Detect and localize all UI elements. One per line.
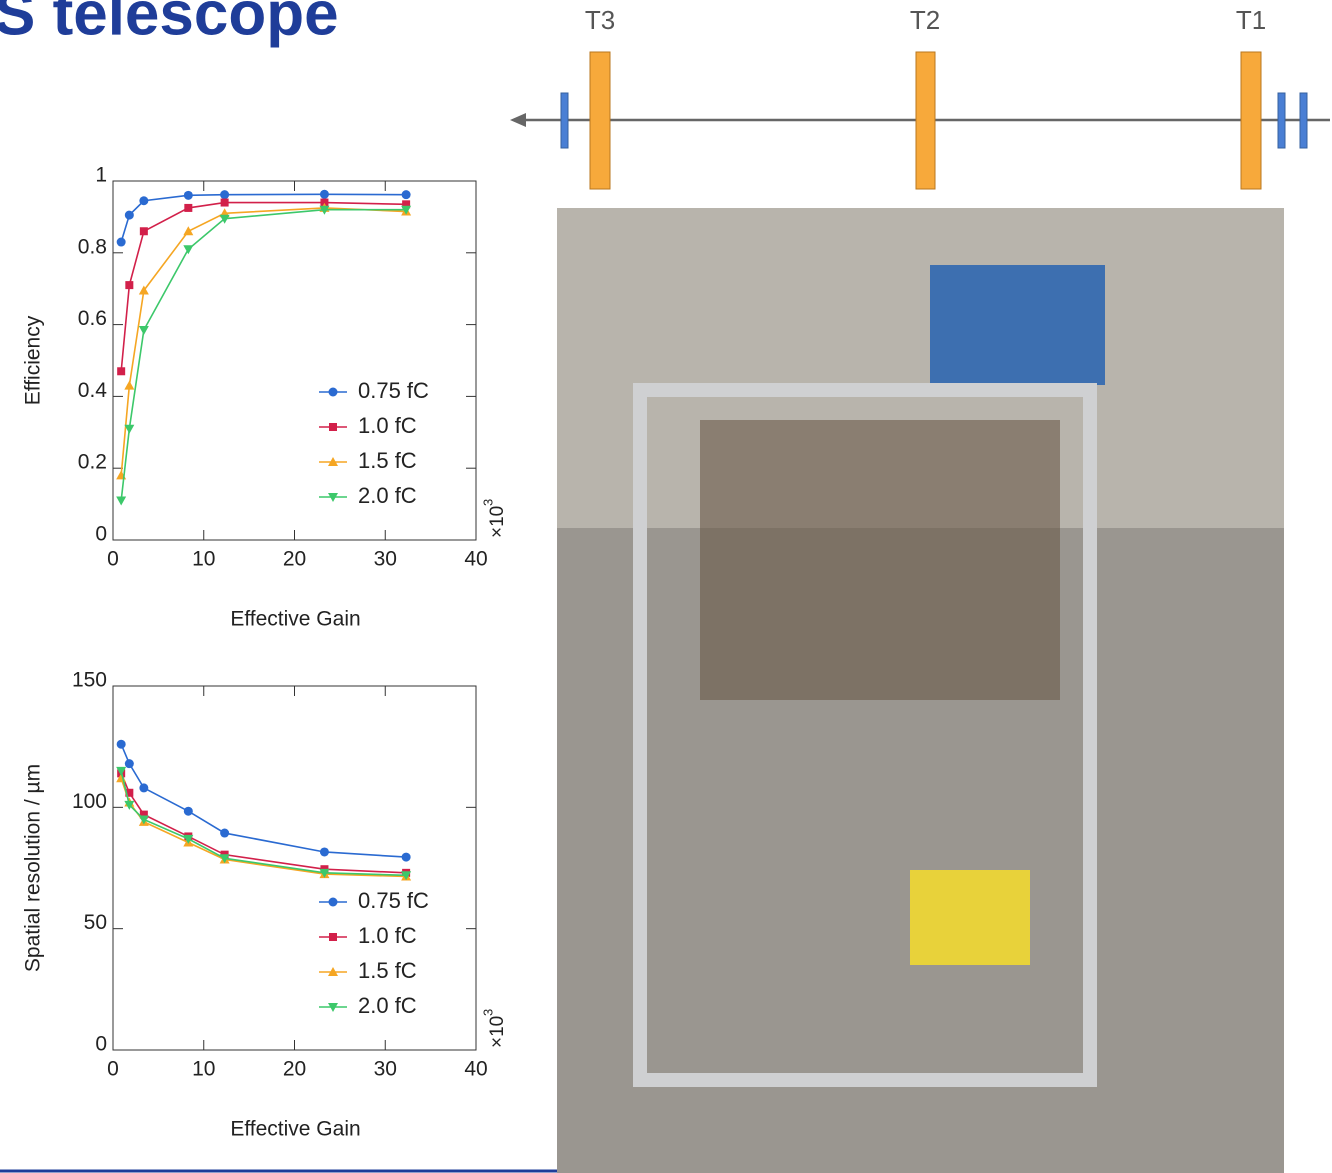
tracker-plane (916, 52, 935, 189)
tracker-plane (590, 52, 610, 189)
x-tick-label: 30 (374, 548, 397, 571)
x-scale-exponent: 3 (480, 499, 495, 506)
reference-plane (561, 93, 568, 148)
point (220, 190, 229, 199)
point (124, 381, 134, 390)
legend-label: 1.0 fC (358, 413, 417, 438)
point (125, 211, 134, 220)
x-axis-label: Effective Gain (230, 1118, 360, 1141)
point (125, 759, 134, 768)
point (116, 497, 126, 506)
legend-label: 1.5 fC (358, 958, 417, 983)
y-tick-label: 150 (72, 669, 107, 692)
point (402, 853, 411, 862)
y-axis-label: Spatial resolution / µm (22, 764, 45, 972)
x-tick-label: 40 (464, 1058, 487, 1081)
x-tick-label: 20 (283, 1058, 306, 1081)
point (139, 326, 149, 335)
x-tick-label: 0 (107, 548, 119, 571)
x-tick-label: 10 (192, 548, 215, 571)
point (184, 807, 193, 816)
point (184, 204, 192, 212)
plane-label: T1 (1236, 5, 1266, 35)
chart: 0 10 20 30 40 0 0.2 0.4 0.6 0.8 1 Effective Gain Eff… (22, 164, 508, 631)
legend-marker (329, 423, 337, 431)
point (320, 190, 329, 199)
x-tick-label: 40 (464, 548, 487, 571)
slide-title: S telescope (0, 0, 339, 48)
point (117, 367, 125, 375)
x-scale-label: ×10 (487, 506, 508, 538)
point (221, 199, 229, 207)
point (183, 226, 193, 235)
page: {"title": "S telescope", "diagram": {"la… (0, 0, 1332, 1173)
photo-yellow (910, 870, 1030, 965)
y-tick-label: 1 (95, 164, 107, 187)
x-scale-exponent: 3 (480, 1009, 495, 1016)
point (402, 190, 411, 199)
slide: S telescope T3 T2 T1 01020304000.20.40.6… (0, 0, 1332, 1173)
chart: 0 10 20 30 40 0 50 100 150 Effective Gain Spatial … (22, 669, 508, 1141)
plane-label: T2 (910, 5, 940, 35)
reference-plane (1300, 93, 1307, 148)
plane-label: T3 (585, 5, 615, 35)
point (184, 191, 193, 200)
y-axis-label: Efficiency (22, 315, 45, 405)
telescope-diagram: T3 T2 T1 (510, 5, 1330, 189)
y-tick-label: 0 (95, 1033, 107, 1056)
x-tick-label: 0 (107, 1058, 119, 1081)
point (139, 783, 148, 792)
plot-frame (113, 181, 476, 540)
reference-plane (1278, 93, 1285, 148)
legend-label: 0.75 fC (358, 888, 429, 913)
legend-label: 2.0 fC (358, 993, 417, 1018)
beam-arrow (510, 113, 526, 127)
point (140, 227, 148, 235)
x-tick-label: 20 (283, 548, 306, 571)
series-line (121, 773, 406, 872)
point (125, 281, 133, 289)
series-line (121, 744, 406, 857)
x-tick-label: 10 (192, 1058, 215, 1081)
y-tick-label: 0.2 (78, 451, 107, 474)
x-axis-label: Effective Gain (230, 608, 360, 631)
point (220, 829, 229, 838)
y-tick-label: 0.6 (78, 307, 107, 330)
x-scale-label: ×10 (487, 1016, 508, 1048)
point (117, 238, 126, 247)
legend-label: 1.5 fC (358, 448, 417, 473)
point (320, 847, 329, 856)
setup-photo (557, 208, 1284, 1173)
y-tick-label: 0 (95, 523, 107, 546)
y-tick-label: 50 (84, 911, 107, 934)
tracker-plane (1241, 52, 1261, 189)
series-line (121, 203, 406, 372)
point (183, 245, 193, 254)
photo-detectors (700, 420, 1060, 700)
series-line (121, 194, 406, 242)
y-tick-label: 0.8 (78, 235, 107, 258)
y-tick-label: 0.4 (78, 379, 108, 402)
point (117, 740, 126, 749)
x-tick-label: 30 (374, 1058, 397, 1081)
legend-marker (329, 933, 337, 941)
legend-label: 2.0 fC (358, 483, 417, 508)
legend-label: 1.0 fC (358, 923, 417, 948)
legend-marker (329, 388, 338, 397)
point (139, 196, 148, 205)
y-tick-label: 100 (72, 790, 107, 813)
legend-marker (329, 898, 338, 907)
photo-scope (930, 265, 1105, 385)
legend-label: 0.75 fC (358, 378, 429, 403)
